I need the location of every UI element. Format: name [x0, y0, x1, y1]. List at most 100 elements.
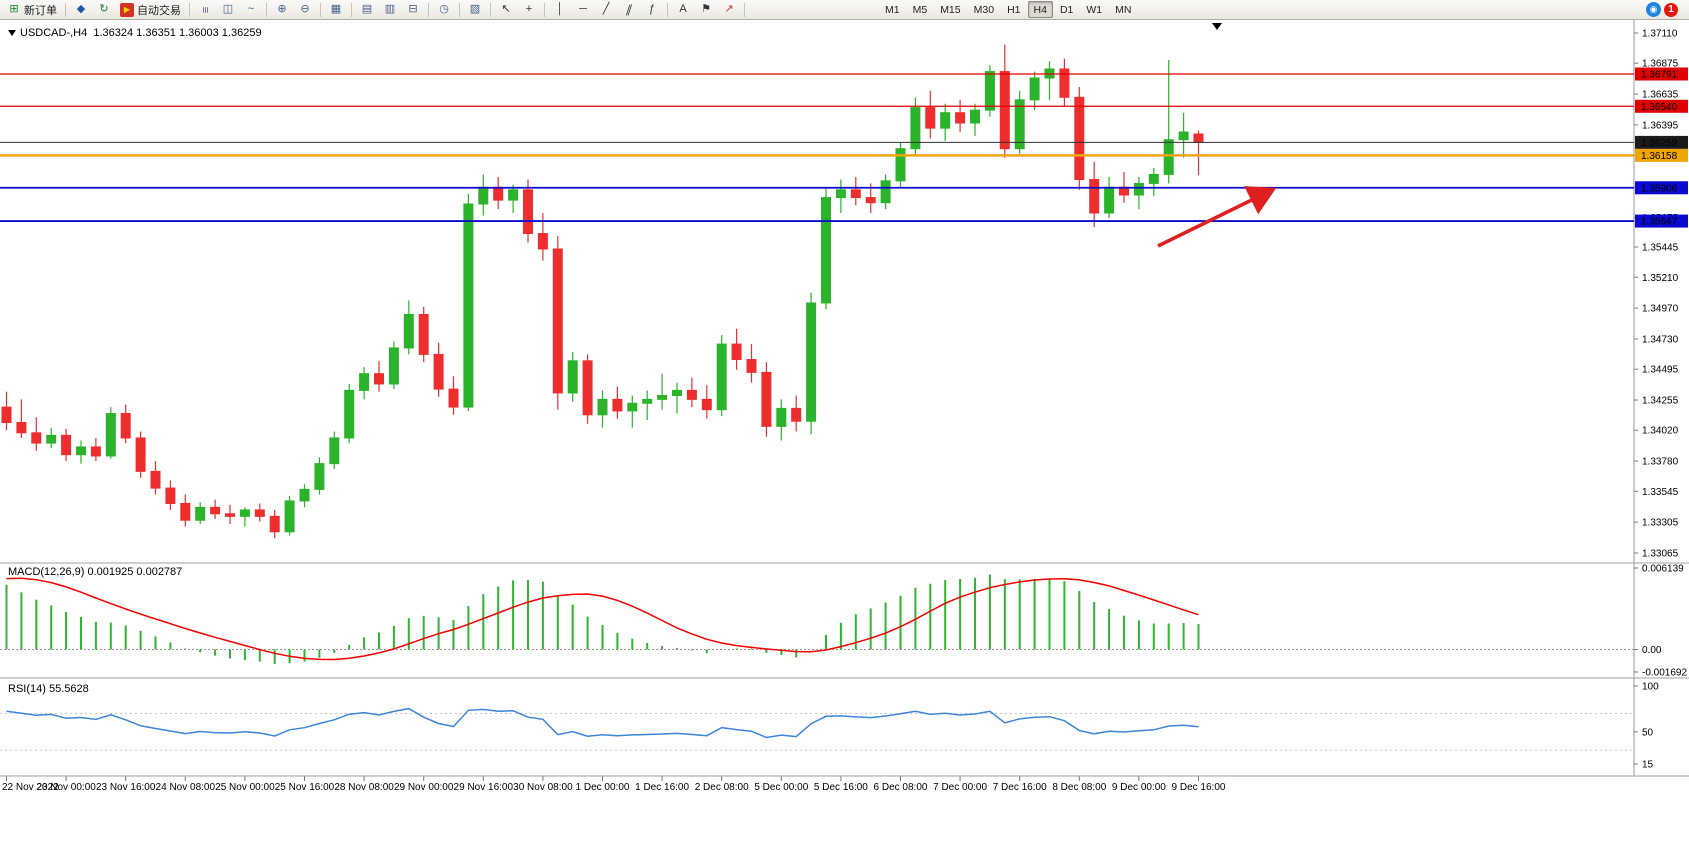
timeframe-d1-button[interactable]: D1	[1059, 3, 1074, 16]
line-chart-icon: ~	[247, 3, 255, 15]
toolbar-separator	[459, 2, 460, 17]
vertical-line-icon: │	[556, 3, 564, 15]
toolbar-separator	[544, 2, 545, 17]
chart-shift-marker[interactable]	[1212, 23, 1222, 30]
tile-windows-button[interactable]: ▦	[325, 1, 347, 19]
fibonacci-button[interactable]: ƒ	[641, 1, 663, 19]
timeframe-m1-button[interactable]: M1	[885, 3, 900, 16]
symbol-dropdown-icon[interactable]	[8, 30, 16, 36]
svg-text:1.36395: 1.36395	[1642, 120, 1679, 131]
svg-text:100: 100	[1642, 682, 1659, 693]
quick-trade-button[interactable]: ◆	[70, 1, 92, 19]
price-badges: 1.36791 1.36540 1.36259 1.36158 1.35906 1.356…	[1635, 67, 1688, 228]
svg-text:29 Nov 16:00: 29 Nov 16:00	[454, 782, 514, 793]
svg-text:9 Dec 00:00: 9 Dec 00:00	[1112, 782, 1166, 793]
text-icon: A	[679, 3, 687, 15]
toolbar-separator	[667, 2, 668, 17]
svg-text:29 Nov 00:00: 29 Nov 00:00	[394, 782, 454, 793]
cascade-button[interactable]: ▥	[379, 1, 401, 19]
timeframe-m15-button[interactable]: M15	[940, 3, 961, 16]
svg-text:1.36791: 1.36791	[1641, 70, 1678, 81]
new-chart-button[interactable]: ⊟	[402, 1, 424, 19]
timeframe-m30-button[interactable]: M30	[973, 3, 995, 16]
svg-text:1.33305: 1.33305	[1642, 518, 1679, 529]
svg-text:1.34970: 1.34970	[1642, 304, 1679, 315]
rsi-panel: 100 50 15	[0, 682, 1659, 771]
bar-chart-icon: ≡	[199, 6, 212, 13]
svg-text:1.35210: 1.35210	[1642, 273, 1679, 284]
candle-chart-button[interactable]: ◫	[217, 1, 239, 19]
candlesticks	[1, 44, 1204, 539]
svg-text:1.34730: 1.34730	[1642, 334, 1679, 345]
bar-chart-button[interactable]: ≡	[194, 1, 216, 19]
toolbar-separator	[266, 2, 267, 17]
svg-text:30 Nov 08:00: 30 Nov 08:00	[513, 782, 573, 793]
autotrade-button[interactable]: ▶ 自动交易	[116, 1, 185, 19]
svg-text:25 Nov 00:00: 25 Nov 00:00	[215, 782, 275, 793]
assistant-icon[interactable]: ◉	[1646, 2, 1661, 17]
svg-text:25 Nov 16:00: 25 Nov 16:00	[275, 782, 335, 793]
vertical-line-button[interactable]: │	[549, 1, 571, 19]
arrows-icon: ↗	[724, 3, 734, 15]
refresh-icon: ↻	[99, 3, 109, 15]
channel-button[interactable]: ∥	[618, 1, 640, 19]
period-button[interactable]: ◷	[433, 1, 455, 19]
label-button[interactable]: ⚑	[695, 1, 717, 19]
timeframe-m5-button[interactable]: M5	[912, 3, 928, 16]
svg-text:1.36875: 1.36875	[1642, 59, 1679, 70]
fibonacci-icon: ƒ	[648, 3, 656, 15]
tile-windows-icon: ▦	[330, 3, 342, 15]
svg-text:1 Dec 16:00: 1 Dec 16:00	[635, 782, 689, 793]
toolbar-separator	[428, 2, 429, 17]
timeframe-mn-button[interactable]: MN	[1115, 3, 1132, 16]
chart-surface[interactable]: 1.371101.368751.366351.363951.361551.359…	[0, 20, 1689, 858]
svg-text:0.006139: 0.006139	[1642, 564, 1684, 575]
text-button[interactable]: A	[672, 1, 694, 19]
toolbar-separator	[351, 2, 352, 17]
trendline-button[interactable]: ╱	[595, 1, 617, 19]
refresh-button[interactable]: ↻	[93, 1, 115, 19]
svg-text:6 Dec 08:00: 6 Dec 08:00	[874, 782, 928, 793]
timeframe-group: M1 M5 M15 M30 H1 H4 D1 W1 MN	[879, 1, 1137, 18]
line-chart-button[interactable]: ~	[240, 1, 262, 19]
svg-text:1.34495: 1.34495	[1642, 365, 1679, 376]
timeframe-w1-button[interactable]: W1	[1086, 3, 1103, 16]
svg-text:0.00: 0.00	[1642, 645, 1662, 656]
auto-arrange-button[interactable]: ▤	[356, 1, 378, 19]
timeframe-h1-button[interactable]: H1	[1007, 3, 1021, 16]
chart-window: USDCAD-,H4 1.36324 1.36351 1.36003 1.362…	[0, 20, 1689, 858]
arrows-button[interactable]: ↗	[718, 1, 740, 19]
macd-indicator-label: MACD(12,26,9) 0.001925 0.002787	[8, 566, 183, 578]
svg-text:23 Nov 00:00: 23 Nov 00:00	[36, 782, 96, 793]
timeframe-h4-button[interactable]: H4	[1027, 1, 1053, 18]
svg-text:24 Nov 08:00: 24 Nov 08:00	[156, 782, 216, 793]
svg-text:-0.001692: -0.001692	[1642, 668, 1687, 679]
notification-badge[interactable]: 1	[1664, 2, 1678, 17]
price-axis[interactable]: 1.371101.368751.366351.363951.361551.359…	[1633, 20, 1679, 776]
svg-text:23 Nov 16:00: 23 Nov 16:00	[96, 782, 156, 793]
period-icon: ◷	[439, 3, 449, 15]
candle-chart-icon: ◫	[222, 3, 234, 15]
svg-text:22 Nov 2022: 22 Nov 2022	[2, 782, 59, 793]
toolbar-separator	[320, 2, 321, 17]
toolbar-separator	[189, 2, 190, 17]
svg-text:1.36158: 1.36158	[1641, 151, 1678, 162]
label-icon: ⚑	[701, 3, 711, 15]
cursor-icon: ↖	[501, 3, 511, 15]
svg-text:1.36540: 1.36540	[1641, 102, 1678, 113]
zoom-in-button[interactable]: ⊕	[271, 1, 293, 19]
toolbar-left: ⊞ 新订单 ◆ ↻ ▶ 自动交易 ≡ ◫ ~ ⊕ ⊖ ▦ ▤ ▥ ⊟ ◷ ▧ ↖ + │ ─ ╱ ∥ ƒ A ⚑ ↗ M1 M5 M15 M…	[3, 1, 1137, 19]
horizontal-line-button[interactable]: ─	[572, 1, 594, 19]
chart-title: USDCAD-,H4 1.36324 1.36351 1.36003 1.362…	[8, 27, 262, 39]
zoom-out-button[interactable]: ⊖	[294, 1, 316, 19]
trend-arrow[interactable]	[1157, 186, 1277, 248]
cursor-button[interactable]: ↖	[495, 1, 517, 19]
svg-text:28 Nov 08:00: 28 Nov 08:00	[334, 782, 394, 793]
new-order-icon: ⊞	[9, 3, 19, 15]
indicators-button[interactable]: ▧	[464, 1, 486, 19]
svg-text:1.33545: 1.33545	[1642, 487, 1679, 498]
horizontal-lines[interactable]	[0, 73, 1634, 222]
new-order-button[interactable]: ⊞ 新订单	[3, 1, 61, 19]
crosshair-button[interactable]: +	[518, 1, 540, 19]
